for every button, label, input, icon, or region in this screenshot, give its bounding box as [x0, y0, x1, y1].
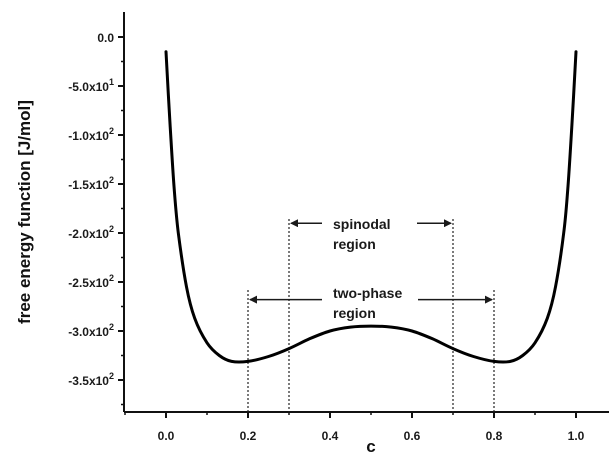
x-tick-label: 0.6	[404, 429, 421, 443]
y-tick-label: -2.0x102	[68, 224, 114, 241]
y-tick-label: -1.0x102	[68, 126, 114, 143]
y-tick-label: -5.0x101	[68, 77, 114, 94]
x-tick-label: 0.4	[322, 429, 339, 443]
y-axis-title: free energy function [J/mol]	[15, 100, 34, 324]
two-phase-label: two-phase	[333, 285, 402, 301]
y-tick-label: 0.0	[97, 31, 114, 45]
y-tick-label: -3.0x102	[68, 322, 114, 339]
x-tick-label: 0.8	[486, 429, 503, 443]
x-tick-label: 1.0	[568, 429, 585, 443]
y-tick-label: -1.5x102	[68, 175, 114, 192]
y-tick-label: -3.5x102	[68, 371, 114, 388]
x-axis-title: c	[366, 437, 375, 452]
region-guide-lines	[247, 219, 495, 412]
region-arrows	[249, 219, 493, 304]
x-tick-label: 0.2	[240, 429, 257, 443]
y-ticks: 0.0 -5.0x101 -1.0x102 -1.5x102 -2.0x102 -2.5x…	[68, 31, 124, 406]
y-tick-label: -2.5x102	[68, 273, 114, 290]
spinodal-label: spinodal	[333, 216, 391, 232]
x-tick-label: 0.0	[158, 429, 175, 443]
two-phase-region-label: region	[333, 305, 376, 321]
free-energy-curve	[164, 50, 578, 364]
x-ticks: 0.0 0.2 0.4 0.6 0.8 1.0	[124, 412, 585, 443]
spinodal-region-label: region	[333, 236, 376, 252]
